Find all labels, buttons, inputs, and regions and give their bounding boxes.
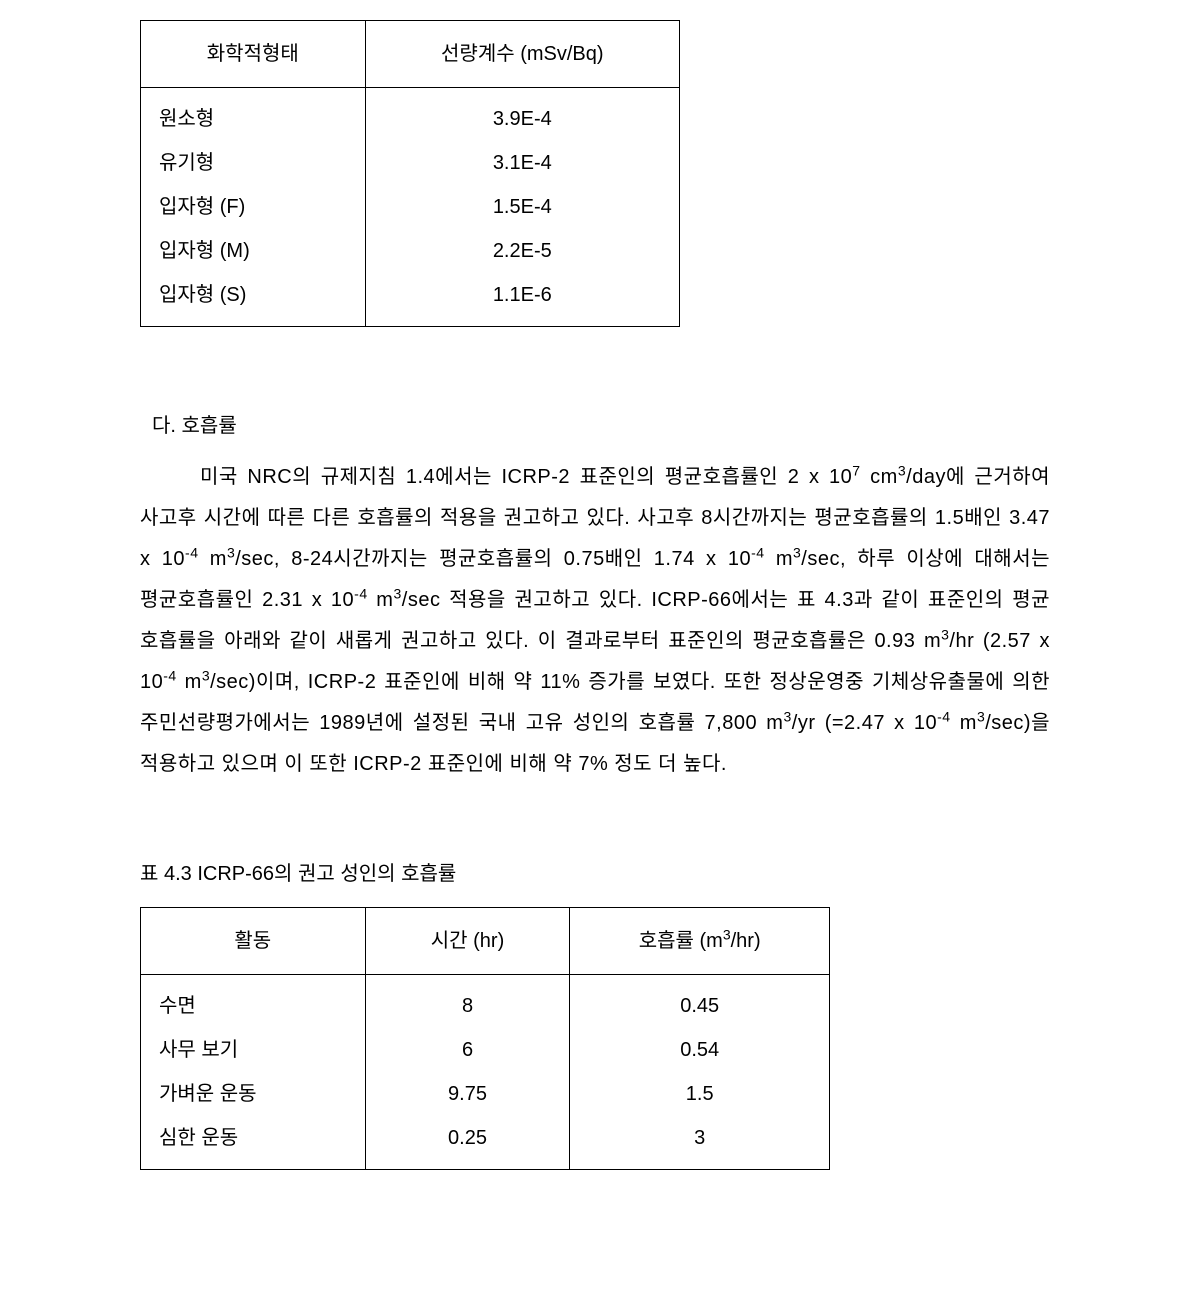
superscript: -4	[185, 544, 198, 560]
chemical-form-cell: 입자형 (M)	[141, 229, 366, 273]
table-caption: 표 4.3 ICRP-66의 권고 성인의 호흡률	[140, 855, 1050, 893]
text-run: /yr (=2.47 x 10	[792, 712, 937, 734]
superscript: 3	[723, 926, 731, 942]
text-run: /sec, 8-24시간까지는 평균호흡률의 0.75배인 1.74 x 10	[235, 548, 751, 570]
breathing-rate-table: 활동 시간 (hr) 호흡률 (m3/hr) 수면 8 0.45 사무 보기 6…	[140, 907, 830, 1170]
superscript: -4	[937, 708, 950, 724]
chemical-form-cell: 유기형	[141, 141, 366, 185]
text-run: m	[765, 548, 793, 570]
rate-cell: 0.45	[570, 975, 830, 1029]
superscript: 3	[227, 544, 235, 560]
col-header-activity: 활동	[141, 908, 366, 975]
text-run: cm	[861, 466, 898, 488]
superscript: 3	[783, 708, 791, 724]
time-cell: 0.25	[365, 1116, 570, 1170]
col-header-dose-coeff: 선량계수 (mSv/Bq)	[365, 21, 679, 88]
dose-coeff-cell: 2.2E-5	[365, 229, 679, 273]
dose-coeff-cell: 1.5E-4	[365, 185, 679, 229]
text-run: /hr)	[731, 930, 761, 952]
col-header-chemical-form: 화학적형태	[141, 21, 366, 88]
superscript: 3	[898, 462, 906, 478]
text-run: m	[177, 671, 202, 693]
dose-coeff-cell: 3.9E-4	[365, 88, 679, 142]
table-row: 원소형 3.9E-4	[141, 88, 680, 142]
dose-coeff-cell: 3.1E-4	[365, 141, 679, 185]
text-run: m	[951, 712, 977, 734]
table-row: 수면 8 0.45	[141, 975, 830, 1029]
table-row: 심한 운동 0.25 3	[141, 1116, 830, 1170]
text-run: m	[368, 589, 394, 611]
table-header-row: 활동 시간 (hr) 호흡률 (m3/hr)	[141, 908, 830, 975]
dose-coeff-cell: 1.1E-6	[365, 273, 679, 327]
superscript: -4	[354, 585, 367, 601]
dose-coefficient-table: 화학적형태 선량계수 (mSv/Bq) 원소형 3.9E-4 유기형 3.1E-…	[140, 20, 680, 327]
superscript: 7	[852, 462, 860, 478]
table-row: 유기형 3.1E-4	[141, 141, 680, 185]
rate-cell: 0.54	[570, 1028, 830, 1072]
superscript: 3	[393, 585, 401, 601]
table-header-row: 화학적형태 선량계수 (mSv/Bq)	[141, 21, 680, 88]
table-row: 입자형 (F) 1.5E-4	[141, 185, 680, 229]
table-row: 입자형 (S) 1.1E-6	[141, 273, 680, 327]
superscript: -4	[751, 544, 764, 560]
chemical-form-cell: 입자형 (S)	[141, 273, 366, 327]
chemical-form-cell: 원소형	[141, 88, 366, 142]
section-heading: 다. 호흡률	[152, 407, 1050, 445]
activity-cell: 가벼운 운동	[141, 1072, 366, 1116]
table-row: 입자형 (M) 2.2E-5	[141, 229, 680, 273]
superscript: 3	[977, 708, 985, 724]
text-run: m	[199, 548, 227, 570]
rate-cell: 3	[570, 1116, 830, 1170]
col-header-time: 시간 (hr)	[365, 908, 570, 975]
time-cell: 8	[365, 975, 570, 1029]
table-row: 가벼운 운동 9.75 1.5	[141, 1072, 830, 1116]
time-cell: 6	[365, 1028, 570, 1072]
table-row: 사무 보기 6 0.54	[141, 1028, 830, 1072]
activity-cell: 사무 보기	[141, 1028, 366, 1072]
chemical-form-cell: 입자형 (F)	[141, 185, 366, 229]
time-cell: 9.75	[365, 1072, 570, 1116]
text-run: 미국 NRC의 규제지침 1.4에서는 ICRP-2 표준인의 평균호흡률인 2…	[200, 466, 852, 488]
rate-cell: 1.5	[570, 1072, 830, 1116]
superscript: 3	[202, 667, 210, 683]
superscript: -4	[163, 667, 176, 683]
col-header-breathing-rate: 호흡률 (m3/hr)	[570, 908, 830, 975]
activity-cell: 수면	[141, 975, 366, 1029]
activity-cell: 심한 운동	[141, 1116, 366, 1170]
text-run: 호흡률 (m	[639, 930, 723, 952]
body-paragraph: 미국 NRC의 규제지침 1.4에서는 ICRP-2 표준인의 평균호흡률인 2…	[140, 457, 1050, 785]
